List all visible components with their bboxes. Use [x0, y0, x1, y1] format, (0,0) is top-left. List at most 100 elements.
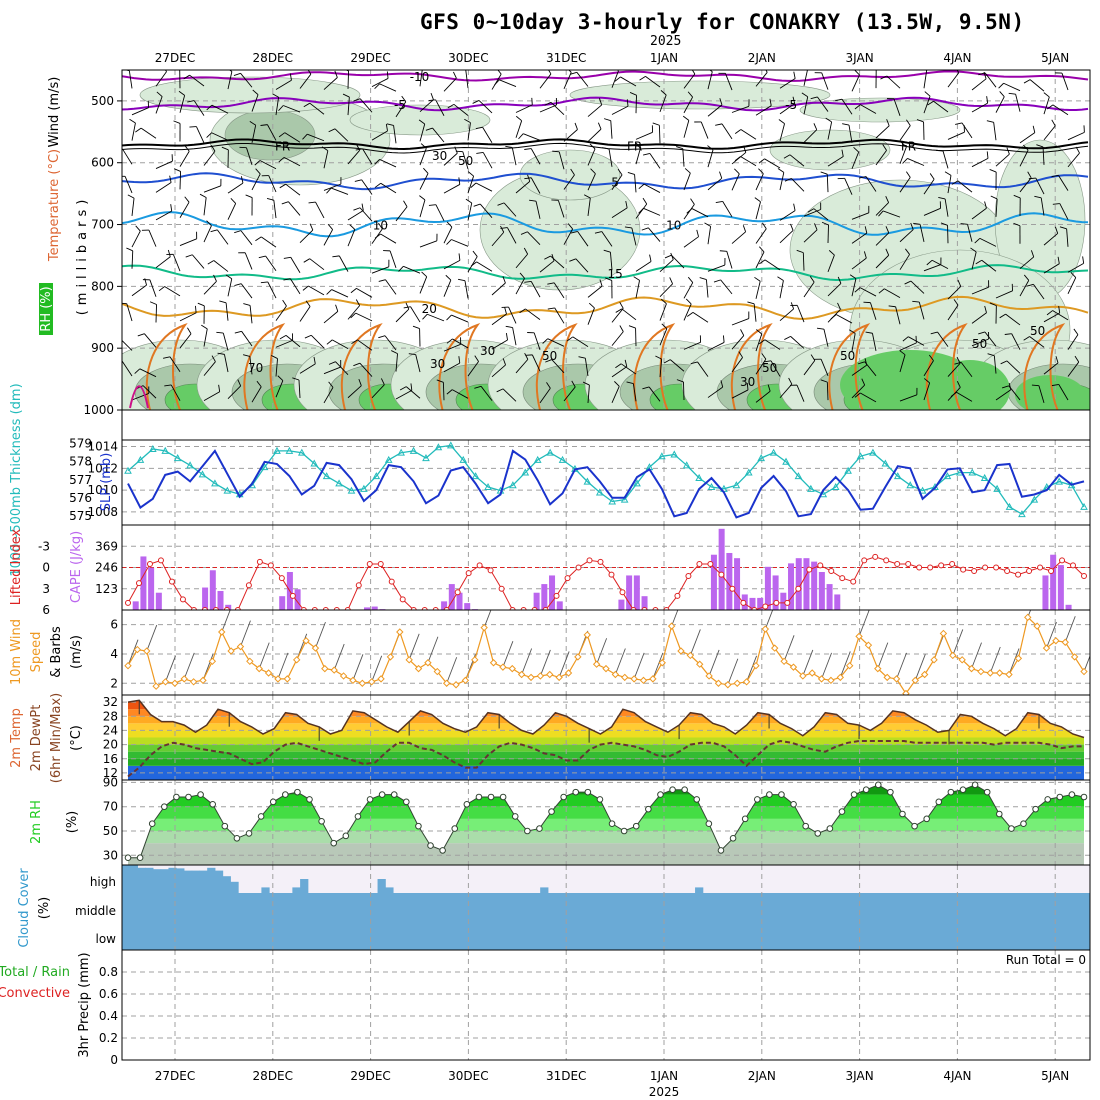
li-point	[190, 607, 197, 610]
wind-barb	[491, 364, 506, 378]
wind-barb	[683, 381, 685, 400]
wind-barb	[419, 276, 428, 294]
thickness-point	[347, 486, 356, 494]
wind-barb-flag	[234, 230, 242, 234]
wind-barb	[1061, 72, 1069, 91]
li-point	[399, 596, 406, 603]
li-point	[960, 566, 967, 573]
wind-barb-flag	[974, 238, 981, 244]
wind-barb	[122, 148, 133, 165]
wind-barb	[443, 260, 461, 270]
wind-barb	[275, 79, 292, 90]
wind-barb-flag	[446, 221, 453, 228]
li-point	[377, 560, 384, 567]
wind-barb	[530, 281, 541, 298]
wind-barb-flag	[167, 249, 171, 257]
rh2m-point	[1056, 793, 1064, 801]
wind-barb-flag	[446, 338, 453, 344]
wind10-barb	[146, 624, 158, 652]
wind-barb-flag	[255, 236, 262, 242]
wind-barb	[525, 308, 541, 320]
wind-barb	[227, 278, 233, 297]
cape-bar	[1057, 565, 1064, 610]
wind-barb	[357, 339, 373, 351]
rh-tick-label: 90	[103, 775, 118, 789]
thickness-point	[1030, 495, 1039, 503]
wind-barb	[1067, 262, 1084, 273]
high-cloud-bar	[540, 887, 549, 893]
wind-barb	[875, 202, 889, 216]
wind-barb	[731, 389, 749, 399]
rh2m-point	[935, 798, 943, 806]
rh2m-point	[729, 834, 737, 842]
wind-barb-flag	[743, 145, 747, 153]
rh2m-point	[645, 805, 652, 813]
wind-barb	[359, 207, 373, 222]
wind-barb-flag	[754, 197, 761, 203]
rh2m-point	[233, 834, 241, 842]
wind-barb-flag	[326, 339, 333, 345]
wind-barb-flag	[1023, 79, 1031, 84]
li-point	[476, 562, 483, 569]
wind-barb	[323, 150, 329, 169]
rh2m-point	[318, 817, 325, 825]
thickness-point	[161, 446, 170, 454]
wind-barb-flag	[454, 146, 458, 154]
cape-bar	[757, 597, 764, 610]
x-tick-label-top: 4JAN	[943, 51, 971, 65]
wind-barb	[851, 74, 860, 92]
wind-barb	[923, 178, 935, 195]
high-cloud-bar	[183, 870, 193, 893]
wind-barb-flag	[225, 274, 233, 280]
wind-barb-flag	[906, 119, 911, 126]
wind-barb	[551, 359, 565, 374]
wind-barb	[981, 259, 997, 272]
wind-barb	[203, 225, 212, 243]
wind-barb	[289, 278, 301, 295]
wind-barb-flag	[638, 208, 644, 214]
rh-contour-label: 50	[458, 154, 473, 168]
wind10-barb	[1046, 621, 1057, 649]
wind-barb-flag	[113, 338, 119, 341]
wind10-point	[967, 664, 976, 673]
wind-barb	[169, 356, 181, 372]
wind-barb	[803, 360, 816, 376]
wind-barb	[587, 173, 596, 191]
wind-barb	[523, 133, 541, 141]
isotherm-25-loop	[925, 323, 968, 410]
wind-barb	[467, 175, 475, 194]
wind-barb-flag	[999, 91, 1005, 97]
wind-barb-flag	[289, 73, 292, 81]
y-label-millibars: (millibars)	[75, 195, 90, 316]
t2m-tick-label: 28	[103, 709, 118, 723]
wind-barb	[957, 180, 973, 193]
wind-barb	[611, 386, 620, 403]
t2m-band	[128, 730, 1084, 738]
wind-barb	[503, 202, 517, 217]
wind10-point	[855, 632, 863, 641]
thickness-point	[198, 470, 207, 478]
frame-wind	[121, 609, 1091, 696]
wind-barb	[870, 302, 877, 320]
wind10-point	[152, 682, 160, 690]
wind-barb	[189, 74, 205, 87]
isotherm-label: FR	[627, 139, 642, 153]
wind-barb-flag	[746, 382, 749, 391]
wind-barb	[323, 229, 334, 246]
wind-barb-flag	[260, 281, 268, 284]
thickness-point	[831, 482, 840, 491]
li-point	[894, 560, 901, 567]
pressure-tick-label: 700	[91, 218, 114, 232]
cape-bar	[441, 601, 448, 610]
wind-barb	[851, 364, 867, 376]
wind-barb-flag	[279, 183, 286, 189]
wind-barb	[643, 207, 661, 216]
wind-barb-flag	[684, 168, 691, 174]
li-point	[652, 607, 659, 610]
wind10-point	[761, 625, 770, 633]
wind-barb	[611, 70, 619, 88]
rh-tick-label: 50	[103, 824, 118, 838]
wind10-barb	[165, 655, 176, 682]
wind-barb-flag	[614, 381, 620, 387]
wind-barb	[659, 303, 667, 321]
